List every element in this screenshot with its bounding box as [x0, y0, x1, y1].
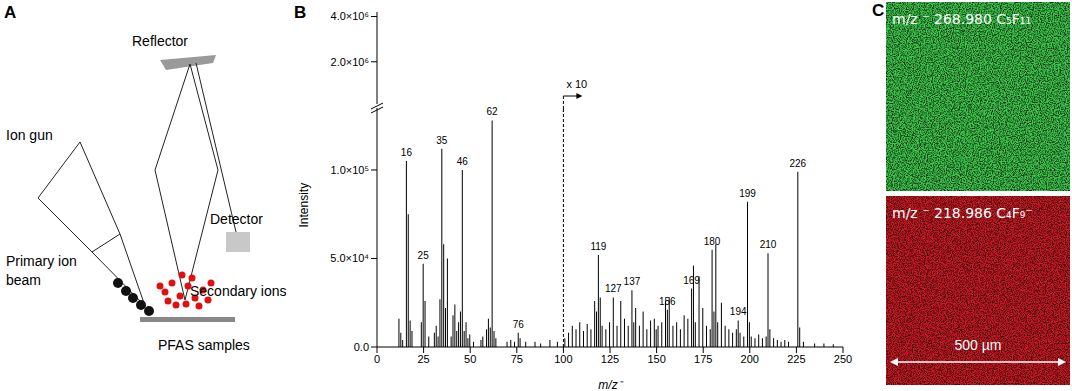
- svg-text:210: 210: [760, 239, 777, 250]
- svg-text:5.0×10⁴: 5.0×10⁴: [330, 252, 369, 264]
- svg-text:225: 225: [787, 353, 805, 365]
- svg-text:62: 62: [487, 106, 499, 117]
- svg-text:16: 16: [401, 147, 413, 158]
- svg-text:46: 46: [457, 156, 469, 167]
- svg-text:C: C: [872, 1, 884, 20]
- svg-text:x 10: x 10: [566, 78, 587, 90]
- svg-text:175: 175: [694, 353, 712, 365]
- svg-text:0.0: 0.0: [354, 341, 369, 353]
- svg-text:50: 50: [464, 353, 476, 365]
- svg-text:119: 119: [590, 241, 606, 252]
- svg-text:199: 199: [739, 188, 756, 199]
- svg-text:76: 76: [513, 319, 525, 330]
- svg-text:125: 125: [601, 353, 619, 365]
- svg-text:PFAS samples: PFAS samples: [158, 337, 250, 353]
- svg-text:127: 127: [605, 283, 622, 294]
- svg-text:35: 35: [436, 135, 448, 146]
- svg-text:Primary ion: Primary ion: [6, 253, 77, 269]
- svg-text:Reflector: Reflector: [132, 33, 188, 49]
- svg-text:Ion gun: Ion gun: [6, 127, 53, 143]
- svg-text:137: 137: [624, 276, 641, 287]
- svg-text:B: B: [294, 3, 306, 22]
- svg-text:1.0×10⁵: 1.0×10⁵: [330, 164, 369, 176]
- svg-text:150: 150: [647, 353, 665, 365]
- svg-text:m/z ⁻ 218.986 C₄F₉⁻: m/z ⁻ 218.986 C₄F₉⁻: [892, 205, 1033, 221]
- svg-text:75: 75: [511, 353, 523, 365]
- svg-text:beam: beam: [6, 272, 41, 288]
- svg-text:Intensity: Intensity: [297, 183, 311, 228]
- svg-text:156: 156: [659, 296, 676, 307]
- svg-text:226: 226: [789, 158, 806, 169]
- svg-text:100: 100: [554, 353, 572, 365]
- svg-text:500 µm: 500 µm: [955, 337, 1002, 353]
- svg-text:200: 200: [741, 353, 759, 365]
- svg-text:m/z ⁻ 268.980 C₅F₁₁: m/z ⁻ 268.980 C₅F₁₁: [892, 11, 1031, 27]
- svg-text:4.0×10⁶: 4.0×10⁶: [331, 10, 369, 22]
- svg-text:A: A: [4, 3, 16, 22]
- svg-text:m/z⁻: m/z⁻: [598, 378, 623, 391]
- svg-text:194: 194: [730, 306, 747, 317]
- svg-text:Detector: Detector: [210, 211, 263, 227]
- svg-text:2.0×10⁶: 2.0×10⁶: [331, 56, 369, 68]
- svg-text:Secondary ions: Secondary ions: [190, 283, 287, 299]
- svg-text:0: 0: [374, 353, 380, 365]
- svg-text:169: 169: [683, 275, 700, 286]
- svg-text:250: 250: [834, 353, 852, 365]
- svg-text:25: 25: [417, 353, 429, 365]
- svg-text:180: 180: [704, 236, 721, 247]
- svg-text:25: 25: [418, 250, 430, 261]
